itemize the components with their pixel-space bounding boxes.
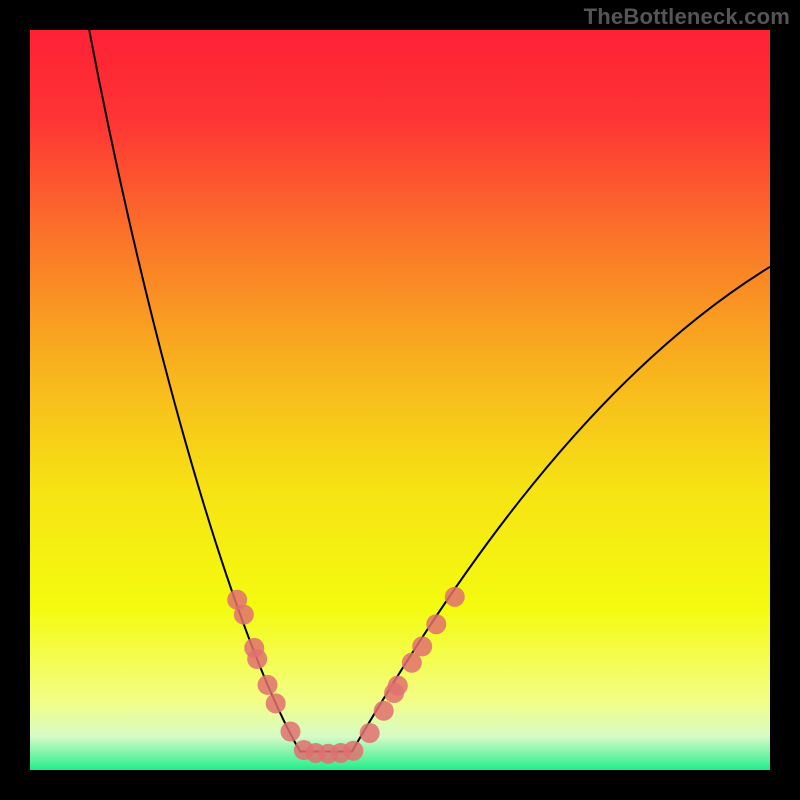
plot-bg	[30, 30, 770, 770]
marker-dot	[445, 587, 465, 607]
attribution-label: TheBottleneck.com	[584, 4, 790, 30]
marker-dot	[280, 722, 300, 742]
marker-dot	[360, 723, 380, 743]
marker-dot	[374, 701, 394, 721]
marker-dot	[426, 614, 446, 634]
marker-dot	[247, 649, 267, 669]
marker-dot	[343, 741, 363, 761]
chart-frame: TheBottleneck.com	[0, 0, 800, 800]
marker-dot	[234, 605, 254, 625]
marker-dot	[266, 693, 286, 713]
marker-dot	[258, 675, 278, 695]
marker-dot	[412, 636, 432, 656]
marker-dot	[388, 676, 408, 696]
bottleneck-chart	[0, 0, 800, 800]
